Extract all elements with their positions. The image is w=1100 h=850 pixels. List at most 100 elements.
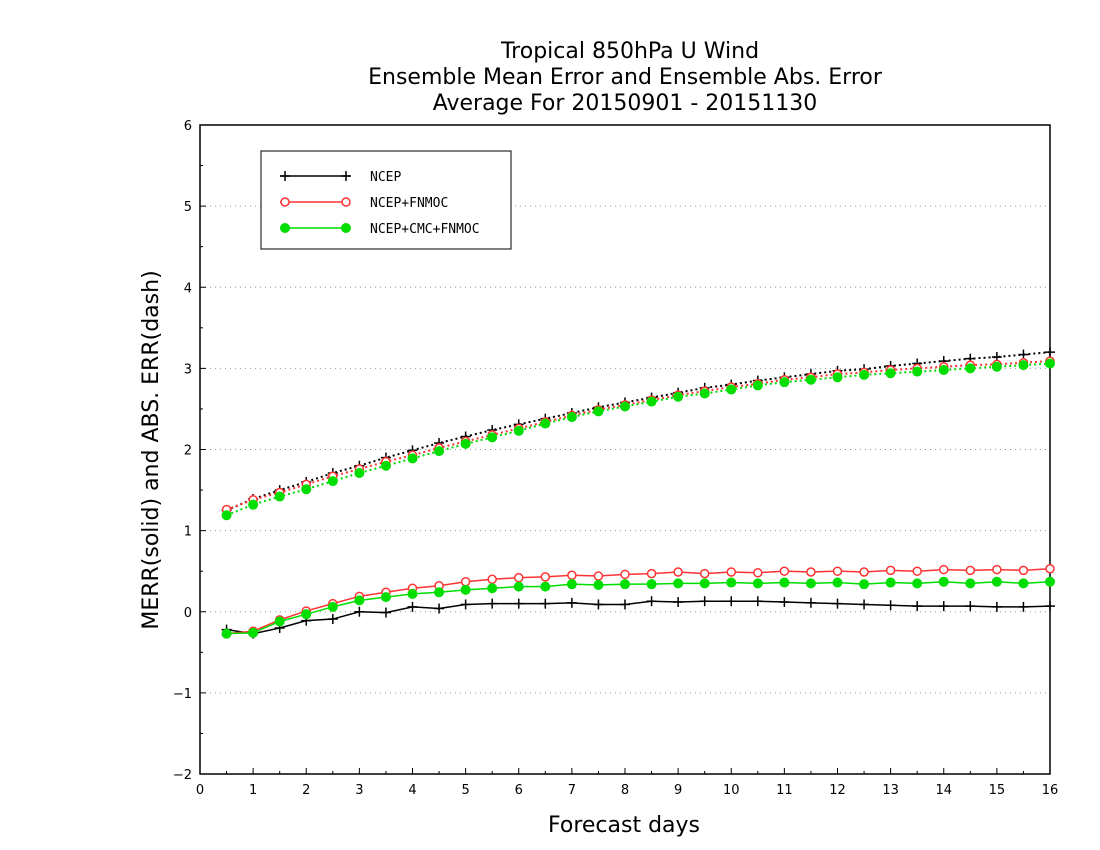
series-ncep-cmc-fnmoc-merr-point (1018, 578, 1029, 589)
series-ncep-cmc-fnmoc-merr-point (752, 578, 763, 589)
x-tick-label: 9 (674, 783, 682, 798)
legend-label: NCEP+CMC+FNMOC (370, 222, 480, 237)
series-ncep-merr-point (327, 614, 338, 625)
series-ncep-cmc-fnmoc-abs-err-point (354, 468, 365, 479)
y-tick-label: 1 (184, 525, 192, 540)
series-ncep-merr-point (620, 599, 630, 610)
series-ncep-fnmoc-merr-point (726, 567, 736, 577)
series-ncep-cmc-fnmoc-abs-err-point (1045, 358, 1055, 369)
series-ncep-cmc-fnmoc-abs-err-point (540, 418, 551, 429)
series-ncep-cmc-fnmoc-merr-line (226, 580, 1051, 635)
series-ncep-cmc-fnmoc-merr-point (248, 627, 259, 638)
series-ncep-cmc-fnmoc-merr-point (699, 578, 710, 589)
series-ncep-merr-point (938, 601, 949, 612)
series-ncep-cmc-fnmoc-abs-err-point (752, 380, 763, 391)
series-ncep-cmc-fnmoc-merr-point (540, 581, 551, 592)
series-ncep-cmc-fnmoc-merr-point (965, 578, 976, 589)
series-ncep-merr-point (593, 599, 604, 610)
series-ncep-merr-point (779, 597, 790, 608)
series-ncep-fnmoc-merr-point (593, 571, 604, 581)
x-tick-label: 6 (515, 783, 523, 798)
legend-marker (341, 197, 351, 207)
series-ncep-cmc-fnmoc-abs-err-point (513, 425, 524, 436)
series-ncep-cmc-fnmoc-abs-err-point (407, 453, 418, 464)
y-tick-label: 4 (184, 281, 192, 296)
series-ncep-cmc-fnmoc-abs-err-point (1018, 360, 1029, 371)
series-ncep-cmc-fnmoc-merr-point (460, 584, 471, 595)
series-ncep-fnmoc-merr-point (540, 572, 551, 582)
series-ncep-cmc-fnmoc-merr-point (221, 628, 232, 639)
series-ncep-cmc-fnmoc-merr-point (327, 601, 338, 612)
series-ncep-merr-point (460, 599, 471, 610)
x-tick-label: 12 (829, 783, 846, 798)
series-ncep-fnmoc-merr-point (779, 566, 790, 576)
series-ncep-fnmoc-merr-point (992, 564, 1002, 575)
y-tick-label: −1 (173, 687, 192, 702)
series-ncep-fnmoc-merr-point (806, 567, 816, 577)
series-ncep-fnmoc-merr-point (673, 567, 683, 577)
series-ncep-fnmoc-abs-err-line (226, 360, 1051, 511)
series-ncep-cmc-fnmoc-merr-point (354, 595, 365, 606)
y-tick-label: 2 (184, 444, 192, 459)
x-tick-label: 0 (196, 783, 204, 798)
series-ncep-cmc-fnmoc-merr-point (938, 576, 949, 587)
series-ncep-merr-point (434, 603, 445, 614)
series-ncep-cmc-fnmoc-abs-err-point (434, 446, 445, 457)
series-ncep-abs-err-line (226, 351, 1051, 512)
series-ncep-cmc-fnmoc-abs-err-point (938, 364, 949, 375)
series-ncep-fnmoc-merr-point (487, 574, 497, 585)
series-ncep-cmc-fnmoc-merr-point (912, 578, 923, 589)
y-tick-label: 0 (184, 606, 192, 621)
series-ncep-merr-point (354, 606, 365, 617)
series-ncep-merr-point (673, 597, 684, 608)
series-ncep-cmc-fnmoc-abs-err-point (965, 363, 976, 374)
series-ncep-fnmoc-merr-point (885, 565, 896, 576)
legend-label: NCEP (370, 170, 401, 185)
x-tick-label: 2 (302, 783, 310, 798)
series-ncep-fnmoc-merr-point (859, 567, 869, 577)
series-ncep-fnmoc-merr-point (965, 565, 976, 576)
series-ncep-cmc-fnmoc-abs-err-point (593, 406, 604, 417)
y-tick-label: 6 (184, 119, 192, 134)
x-tick-label: 11 (776, 783, 793, 798)
series-ncep-fnmoc-merr-point (753, 568, 763, 578)
series-ncep-fnmoc-merr-point (699, 568, 710, 579)
series-ncep-merr-point (912, 601, 923, 612)
series-ncep-cmc-fnmoc-merr-point (646, 579, 657, 590)
series-ncep-fnmoc-merr-point (1018, 565, 1029, 576)
series-ncep-cmc-fnmoc-merr-point (407, 588, 418, 599)
series-ncep-merr-point (646, 596, 657, 607)
series-ncep-cmc-fnmoc-merr-point (832, 577, 843, 588)
series-ncep-abs-err-point (1018, 349, 1029, 360)
series-ncep-cmc-fnmoc-abs-err-point (726, 384, 737, 395)
series-ncep-cmc-fnmoc-merr-point (991, 576, 1002, 587)
series-ncep-cmc-fnmoc-abs-err-point (912, 366, 923, 377)
series-ncep-merr-point (805, 597, 816, 608)
series-ncep-cmc-fnmoc-abs-err-point (805, 374, 816, 385)
series-ncep-cmc-fnmoc-abs-err-point (885, 368, 896, 379)
series-ncep-merr-point (513, 598, 524, 609)
series-ncep-fnmoc-merr-point (912, 566, 922, 576)
series-ncep-cmc-fnmoc-abs-err-point (460, 438, 471, 449)
series-ncep-cmc-fnmoc-merr-point (673, 578, 684, 589)
y-axis-label: MERR(solid) and ABS. ERR(dash) (139, 270, 164, 629)
series-ncep-fnmoc-merr-point (514, 572, 524, 583)
y-tick-label: −2 (173, 768, 192, 783)
series-ncep-cmc-fnmoc-abs-err-point (779, 377, 790, 388)
x-tick-label: 5 (461, 783, 469, 798)
legend-marker (280, 197, 290, 207)
series-ncep-merr-point (885, 600, 896, 611)
legend-label: NCEP+FNMOC (370, 196, 448, 211)
chart-title: Tropical 850hPa U Wind Ensemble Mean Err… (368, 39, 883, 116)
legend-box (260, 150, 512, 250)
series-ncep-fnmoc-merr-point (1045, 564, 1055, 574)
chart-title-line-3: Average For 20150901 - 20151130 (433, 91, 818, 116)
series-ncep-fnmoc-merr-point (620, 569, 630, 580)
x-tick-label: 15 (989, 783, 1006, 798)
series-ncep-cmc-fnmoc-merr-point (566, 579, 577, 590)
series-ncep-cmc-fnmoc-abs-err-point (274, 491, 285, 502)
series-ncep-cmc-fnmoc-abs-err-point (221, 510, 232, 521)
series-ncep-merr-point (965, 601, 976, 612)
x-tick-label: 10 (723, 783, 740, 798)
